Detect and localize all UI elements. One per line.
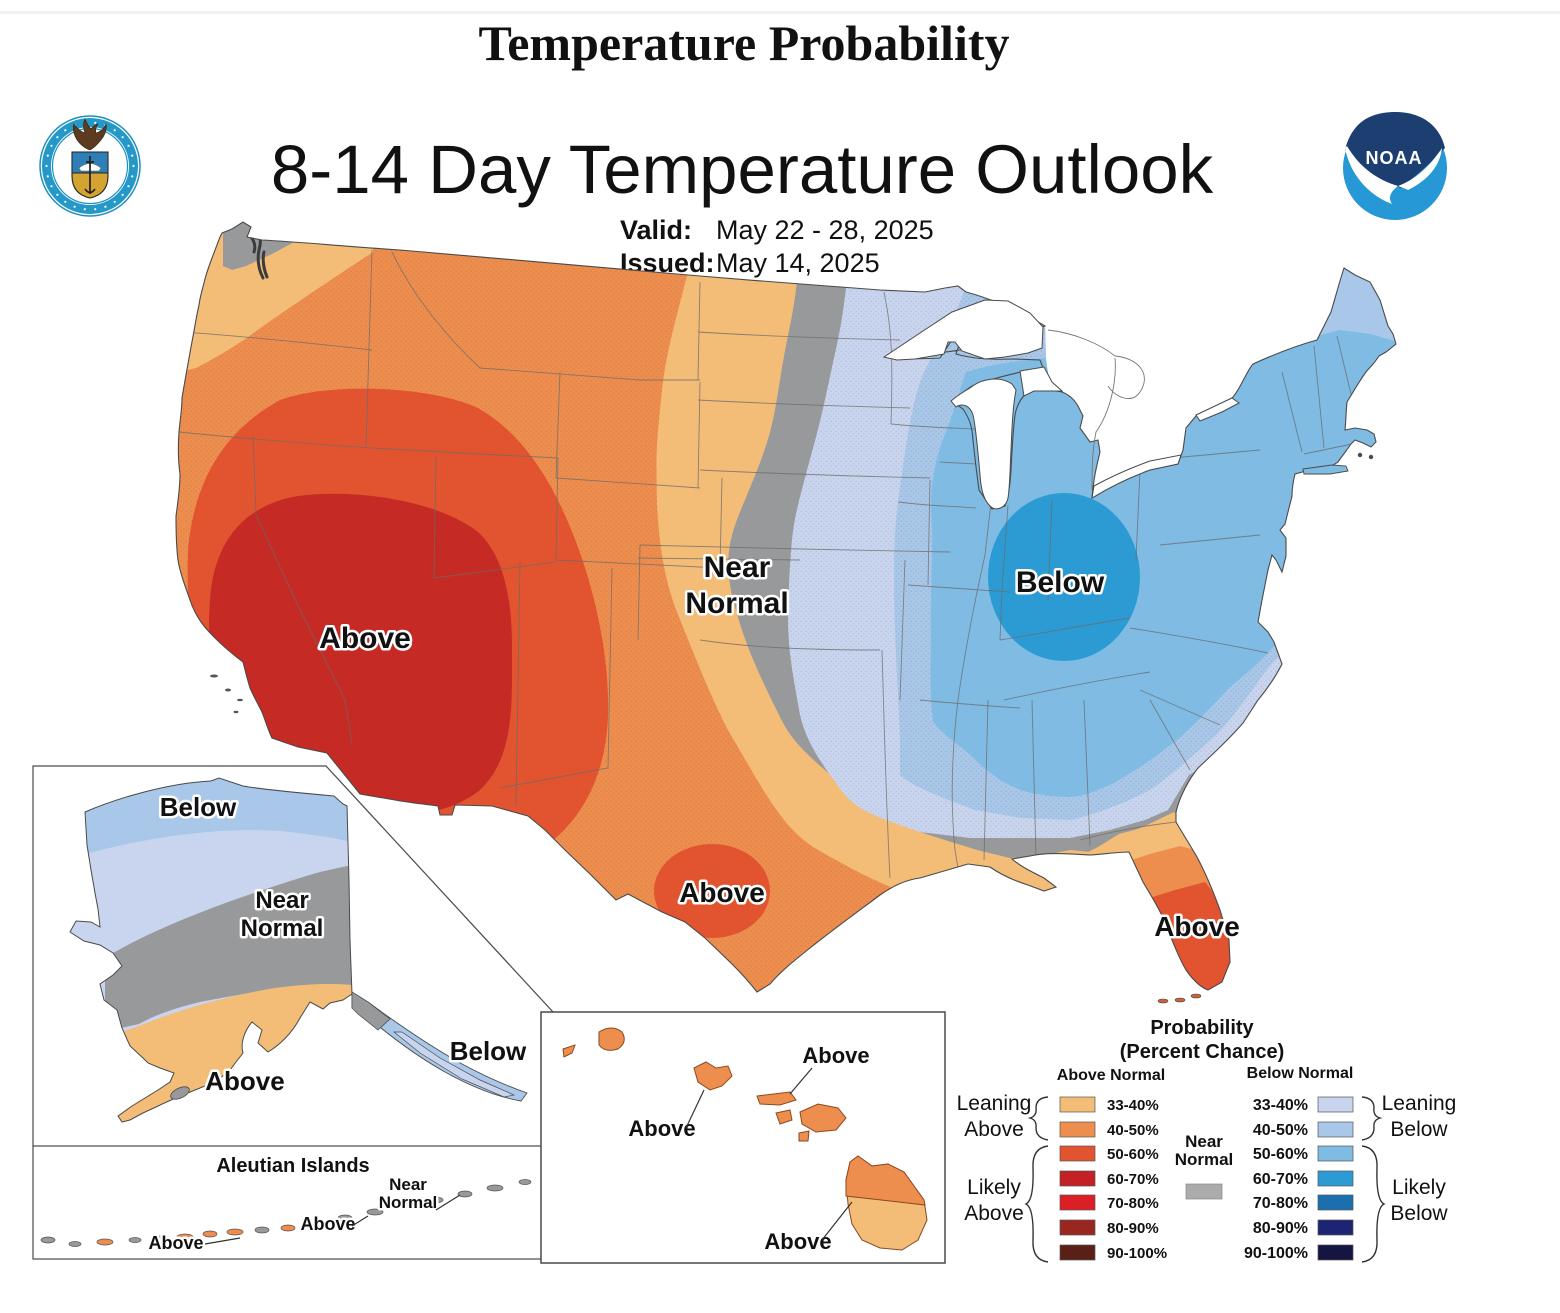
svg-text:70-80%: 70-80% <box>1107 1195 1159 1212</box>
svg-text:Near: Near <box>704 551 771 584</box>
svg-text:Above: Above <box>319 622 411 655</box>
svg-text:Normal: Normal <box>379 1193 438 1212</box>
svg-text:Above: Above <box>964 1202 1024 1225</box>
svg-text:Leaning: Leaning <box>957 1092 1032 1115</box>
svg-text:Above: Above <box>764 1229 831 1254</box>
svg-text:60-70%: 60-70% <box>1107 1171 1159 1188</box>
svg-text:Probability: Probability <box>1150 1017 1254 1039</box>
svg-text:Above: Above <box>300 1214 355 1234</box>
svg-text:Below: Below <box>160 792 237 822</box>
svg-text:50-60%: 50-60% <box>1253 1146 1308 1163</box>
svg-text:90-100%: 90-100% <box>1107 1245 1167 1262</box>
svg-text:Below: Below <box>1016 566 1105 599</box>
svg-text:Near: Near <box>1185 1132 1223 1151</box>
svg-text:May 22 - 28, 2025: May 22 - 28, 2025 <box>716 215 934 245</box>
svg-text:40-50%: 40-50% <box>1253 1122 1308 1139</box>
svg-text:Above: Above <box>1154 911 1240 942</box>
svg-text:90-100%: 90-100% <box>1244 1245 1308 1262</box>
svg-text:Normal: Normal <box>241 915 324 942</box>
svg-text:Above Normal: Above Normal <box>1057 1067 1165 1084</box>
svg-text:Normal: Normal <box>685 587 788 620</box>
svg-text:Above: Above <box>205 1066 284 1096</box>
svg-text:Temperature Probability: Temperature Probability <box>478 15 1009 71</box>
svg-text:33-40%: 33-40% <box>1253 1097 1308 1114</box>
svg-text:50-60%: 50-60% <box>1107 1146 1159 1163</box>
svg-text:Below: Below <box>450 1036 527 1066</box>
svg-text:NOAA: NOAA <box>1366 148 1423 168</box>
svg-text:Above: Above <box>964 1118 1024 1141</box>
svg-text:(Percent Chance): (Percent Chance) <box>1120 1041 1285 1063</box>
svg-text:33-40%: 33-40% <box>1107 1097 1159 1114</box>
svg-text:Below: Below <box>1390 1118 1448 1141</box>
svg-text:Normal: Normal <box>1175 1150 1234 1169</box>
svg-text:Likely: Likely <box>1392 1176 1446 1199</box>
svg-text:Above: Above <box>628 1116 695 1141</box>
svg-text:Below: Below <box>1390 1202 1448 1225</box>
svg-text:Above: Above <box>148 1233 203 1253</box>
svg-text:Below Normal: Below Normal <box>1247 1065 1354 1082</box>
svg-text:60-70%: 60-70% <box>1253 1171 1308 1188</box>
svg-text:80-90%: 80-90% <box>1107 1220 1159 1237</box>
svg-text:Aleutian Islands: Aleutian Islands <box>216 1155 369 1177</box>
svg-text:8-14 Day Temperature Outlook: 8-14 Day Temperature Outlook <box>271 131 1214 208</box>
svg-text:Above: Above <box>679 877 765 908</box>
svg-text:Near: Near <box>389 1175 427 1194</box>
svg-text:Valid:: Valid: <box>620 215 692 245</box>
svg-text:40-50%: 40-50% <box>1107 1122 1159 1139</box>
svg-text:May 14, 2025: May 14, 2025 <box>716 248 880 278</box>
svg-text:Likely: Likely <box>967 1176 1021 1199</box>
svg-text:Near: Near <box>255 887 308 914</box>
svg-text:70-80%: 70-80% <box>1253 1195 1308 1212</box>
svg-text:Above: Above <box>802 1043 869 1068</box>
svg-text:Leaning: Leaning <box>1382 1092 1457 1115</box>
svg-text:80-90%: 80-90% <box>1253 1220 1308 1237</box>
